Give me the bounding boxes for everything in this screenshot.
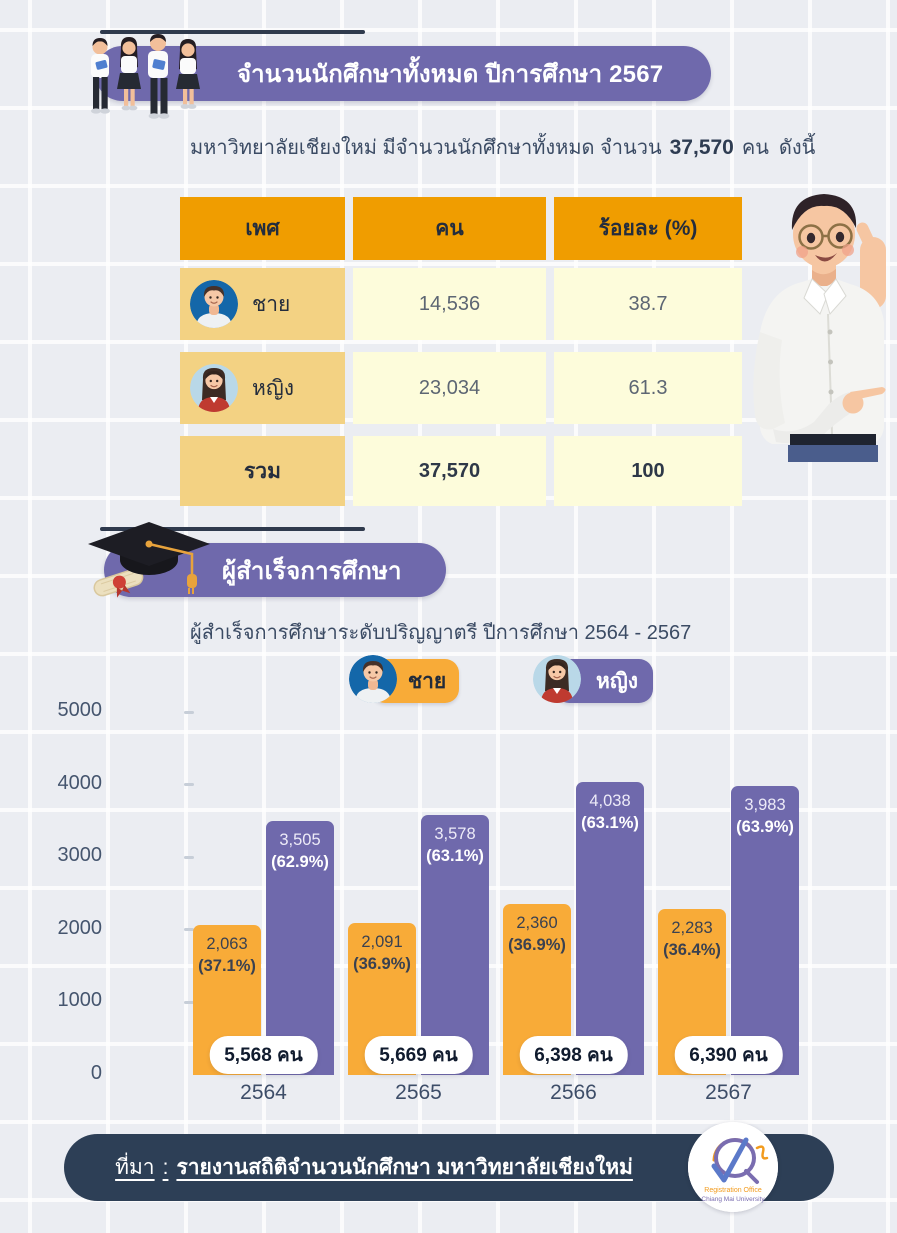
male-count-cell: 14,536 bbox=[353, 268, 546, 340]
x-axis-label: 2567 bbox=[705, 1081, 752, 1104]
y-axis-tick bbox=[184, 783, 194, 787]
y-axis-tick bbox=[184, 710, 194, 714]
legend-female-avatar-icon bbox=[533, 655, 581, 703]
bar-count-label: 2,063 bbox=[206, 935, 248, 953]
y-axis-tick-label: 4000 bbox=[57, 771, 103, 794]
header-cell-gender: เพศ bbox=[180, 197, 345, 260]
total-percent-cell: 100 bbox=[554, 436, 742, 506]
graduation-cap-illustration bbox=[88, 522, 210, 598]
students-group-illustration bbox=[91, 34, 200, 119]
chart-title: ผู้สำเร็จการศึกษาระดับปริญญาตรี ปีการศึก… bbox=[190, 622, 692, 644]
total-count-cell: 37,570 bbox=[353, 436, 546, 506]
bar-female-2565: 3,578 (63.1%) bbox=[421, 815, 489, 1075]
man-pointing-illustration bbox=[753, 194, 886, 462]
total-students-number: 37,570 bbox=[669, 136, 734, 159]
bar-count-label: 2,091 bbox=[361, 933, 403, 951]
bar-female-2567: 3,983 (63.9%) bbox=[731, 786, 799, 1075]
bar-female-2564: 3,505 (62.9%) bbox=[266, 821, 334, 1075]
y-axis-tick bbox=[184, 855, 194, 859]
bar-count-label: 3,578 bbox=[434, 825, 476, 843]
female-gender-cell: หญิง bbox=[180, 352, 345, 424]
bar-percent-label: (36.4%) bbox=[663, 941, 721, 960]
y-axis-tick bbox=[184, 928, 194, 932]
y-axis-tick bbox=[184, 1000, 194, 1004]
total-badge: 5,568 คน bbox=[209, 1036, 318, 1074]
bar-percent-label: (36.9%) bbox=[353, 955, 411, 974]
section2-accent-line bbox=[100, 527, 365, 531]
legend-male-avatar-icon bbox=[349, 655, 397, 703]
bar-count-label: 2,360 bbox=[516, 914, 558, 932]
total-label-cell: รวม bbox=[180, 436, 345, 506]
section1-accent-line bbox=[100, 30, 365, 34]
x-axis-label: 2565 bbox=[395, 1081, 442, 1104]
y-axis-tick-label: 3000 bbox=[57, 844, 103, 867]
female-percent-cell: 61.3 bbox=[554, 352, 742, 424]
section2-title: ผู้สำเร็จการศึกษา bbox=[222, 557, 402, 585]
y-axis-tick-label: 1000 bbox=[57, 989, 103, 1012]
bar-percent-label: (36.9%) bbox=[508, 936, 566, 955]
logo-line2-text: Chiang Mai University bbox=[701, 1196, 765, 1203]
total-badge: 6,390 คน bbox=[674, 1036, 783, 1074]
bar-count-label: 3,983 bbox=[744, 796, 786, 814]
registration-office-logo: Registration Office Chiang Mai Universit… bbox=[688, 1122, 778, 1212]
bar-count-label: 3,505 bbox=[279, 831, 321, 849]
bar-percent-label: (63.1%) bbox=[581, 814, 639, 833]
table-row-male: ชาย 14,536 38.7 bbox=[180, 268, 742, 340]
bar-percent-label: (37.1%) bbox=[198, 957, 256, 976]
y-axis-tick-label: 5000 bbox=[57, 699, 103, 721]
header-cell-count: คน bbox=[353, 197, 546, 260]
y-axis-tick-label: 2000 bbox=[57, 916, 103, 939]
section1-title: จำนวนนักศึกษาทั้งหมด ปีการศึกษา 2567 bbox=[237, 61, 664, 88]
bar-count-label: 4,038 bbox=[589, 792, 631, 810]
x-axis-label: 2566 bbox=[550, 1081, 597, 1104]
male-gender-cell: ชาย bbox=[180, 268, 345, 340]
bar-count-label: 2,283 bbox=[671, 919, 713, 937]
section1-subtitle: มหาวิทยาลัยเชียงใหม่ มีจำนวนนักศึกษาทั้ง… bbox=[190, 136, 816, 159]
total-badge: 5,669 คน bbox=[364, 1036, 473, 1074]
gender-table-header-row: เพศ คน ร้อยละ (%) bbox=[180, 197, 742, 260]
table-row-female: หญิง 23,034 61.3 bbox=[180, 352, 742, 424]
bar-percent-label: (63.1%) bbox=[426, 847, 484, 866]
header-cell-percent: ร้อยละ (%) bbox=[554, 197, 742, 260]
logo-line1-text: Registration Office bbox=[704, 1187, 762, 1194]
y-axis-tick-label: 0 bbox=[90, 1062, 102, 1084]
section1-title-banner: จำนวนนักศึกษาทั้งหมด ปีการศึกษา 2567 bbox=[95, 46, 711, 101]
bar-percent-label: (63.9%) bbox=[736, 818, 794, 837]
female-count-cell: 23,034 bbox=[353, 352, 546, 424]
bar-percent-label: (62.9%) bbox=[271, 853, 329, 872]
table-row-total: รวม 37,570 100 bbox=[180, 436, 742, 506]
total-badge: 6,398 คน bbox=[519, 1036, 628, 1074]
source-text[interactable]: ที่มา: รายงานสถิติจำนวนนักศึกษา มหาวิทยาล… bbox=[115, 1156, 633, 1179]
male-percent-cell: 38.7 bbox=[554, 268, 742, 340]
x-axis-label: 2564 bbox=[240, 1081, 287, 1104]
bar-female-2566: 4,038 (63.1%) bbox=[576, 782, 644, 1075]
